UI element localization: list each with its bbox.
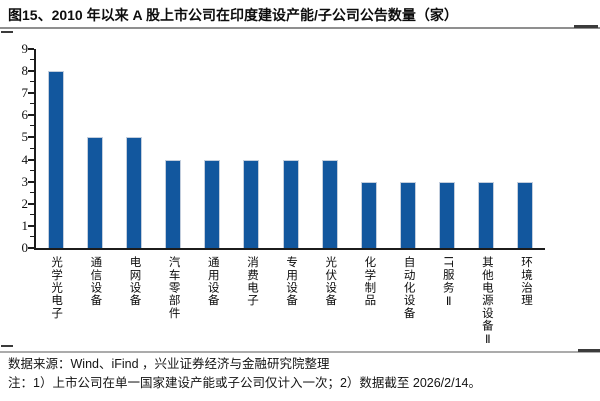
x-axis-category-label: 通信设备 — [89, 256, 102, 307]
methodology-note: 注：1）上市公司在单一国家建设产能或子公司仅计入一次；2）数据截至 2026/2… — [8, 376, 481, 390]
y-axis-minor-tick — [30, 103, 34, 105]
x-axis-category-label: 通用设备 — [206, 256, 219, 307]
y-axis-minor-tick — [30, 81, 34, 83]
bar — [321, 159, 338, 248]
y-axis-major-tick — [28, 202, 34, 205]
bar — [478, 181, 495, 248]
bar-chart: 0 1 2 3 4 5 6 7 8 9 光学光电子 通信设备 电网设备 汽车零部件 通用设备 消费电子 专用设备… — [21, 41, 545, 348]
x-axis-category-label: 环境治理 — [520, 256, 533, 307]
x-axis-category-label: 光学光电子 — [50, 256, 63, 320]
y-axis-tick-label: 6 — [21, 107, 29, 123]
y-axis-minor-tick — [30, 169, 34, 171]
y-axis-major-tick — [28, 180, 34, 183]
border-dash-top-right — [574, 25, 598, 28]
bar — [243, 159, 260, 248]
x-axis-category-label: 电网设备 — [128, 256, 141, 307]
border-dash-top-left — [1, 31, 13, 33]
border-dash-bottom-left — [1, 345, 13, 347]
y-axis-major-tick — [28, 48, 34, 50]
bar — [165, 159, 182, 248]
x-axis-category-label: 光伏设备 — [324, 256, 337, 307]
x-axis-category-label: 消费电子 — [245, 256, 258, 307]
y-axis-tick-label: 3 — [21, 173, 29, 189]
bar — [399, 181, 416, 248]
y-axis-tick-label: 5 — [21, 129, 29, 145]
y-axis-minor-tick — [30, 59, 34, 61]
y-axis-tick-label: 2 — [21, 195, 29, 211]
bar — [86, 137, 103, 248]
bar — [439, 181, 456, 248]
y-axis-minor-tick — [30, 147, 34, 149]
x-axis-category-label: IT服务Ⅱ — [441, 256, 454, 310]
x-axis-category-label: 汽车零部件 — [167, 256, 180, 320]
y-axis-major-tick — [28, 158, 34, 161]
y-axis-major-tick — [28, 136, 34, 139]
y-axis-major-tick — [28, 92, 34, 95]
y-axis-tick-label: 1 — [21, 217, 29, 233]
bar — [204, 159, 221, 248]
plot-area — [34, 49, 545, 250]
figure-footer: 数据来源：Wind、iFind ，兴业证券经济与金融研究院整理 注：1）上市公司… — [8, 355, 596, 393]
y-axis-major-tick — [28, 247, 34, 249]
x-axis-category-label: 其他电源设备Ⅱ — [480, 256, 493, 348]
y-axis-minor-tick — [30, 125, 34, 127]
x-axis-category-label: 化学制品 — [363, 256, 376, 307]
y-axis-minor-tick — [30, 213, 34, 215]
x-axis-category-label: 专用设备 — [285, 256, 298, 307]
bar — [282, 159, 299, 248]
bar — [360, 181, 377, 248]
bar — [125, 137, 142, 248]
y-axis-minor-tick — [30, 235, 34, 237]
y-axis-major-tick — [28, 114, 34, 117]
title-divider — [0, 27, 600, 29]
y-axis-major-tick — [28, 224, 34, 227]
y-axis-tick-label: 4 — [21, 151, 29, 167]
y-axis-tick-label: 7 — [21, 85, 29, 101]
x-axis-category-label: 自动化设备 — [402, 256, 415, 320]
footer-divider — [0, 351, 600, 353]
y-axis-tick-label: 8 — [21, 63, 29, 79]
border-dash-bottom-right — [578, 349, 600, 352]
data-source-note: 数据来源：Wind、iFind ，兴业证券经济与金融研究院整理 — [8, 357, 330, 371]
bar — [517, 181, 534, 248]
y-axis-minor-tick — [30, 191, 34, 193]
figure-title: 图15、2010 年以来 A 股上市公司在印度建设产能/子公司公告数量（家） — [8, 7, 458, 23]
y-axis-major-tick — [28, 70, 34, 73]
bar — [47, 71, 64, 248]
y-axis-tick-label: 0 — [21, 240, 29, 255]
y-axis-tick-label: 9 — [21, 41, 29, 56]
